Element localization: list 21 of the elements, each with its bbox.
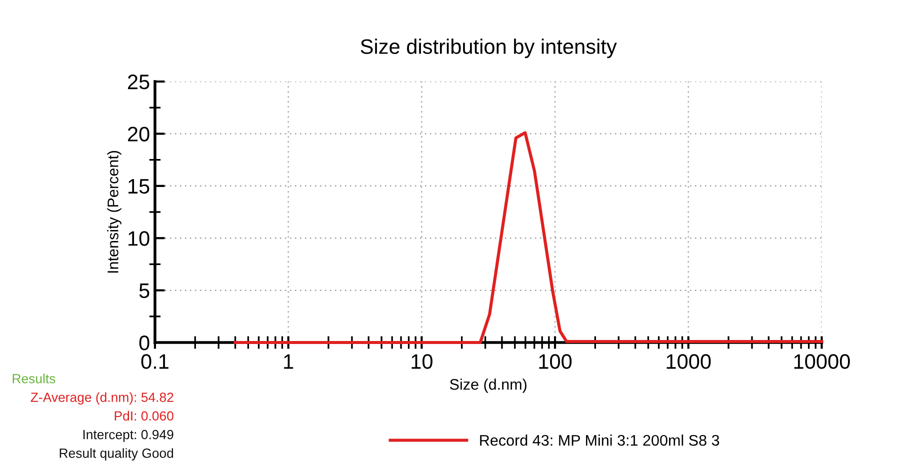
- legend-label: Record 43: MP Mini 3:1 200ml S8 3: [480, 434, 720, 446]
- x-tick-label: 0.1: [141, 354, 168, 369]
- x-axis-title: Size (d.nm): [450, 378, 526, 393]
- y-tick-label: 15: [128, 179, 150, 194]
- y-axis-title: Intensity (Percent): [107, 150, 122, 273]
- x-tick-label: 1: [284, 354, 294, 369]
- text: PdI: 0.060: [114, 410, 174, 421]
- y-tick-label: 5: [139, 284, 150, 298]
- x-tick-label: 10: [412, 354, 432, 369]
- x-tick-label: 100: [539, 354, 572, 369]
- x-tick-label: 1000: [666, 354, 711, 369]
- text: Intercept: 0.949: [83, 430, 174, 442]
- y-tick-label: 20: [128, 126, 150, 142]
- y-tick-label: 25: [128, 74, 150, 90]
- y-tick-label: 0: [139, 336, 150, 350]
- text: Result quality Good: [60, 448, 174, 460]
- x-tick-label: 10000: [794, 354, 850, 369]
- chart-title: Size distribution by intensity: [360, 38, 617, 58]
- y-tick-label: 10: [128, 231, 150, 246]
- text: Z-Average (d.nm): 54.82: [30, 392, 174, 405]
- text: Results: [12, 374, 56, 384]
